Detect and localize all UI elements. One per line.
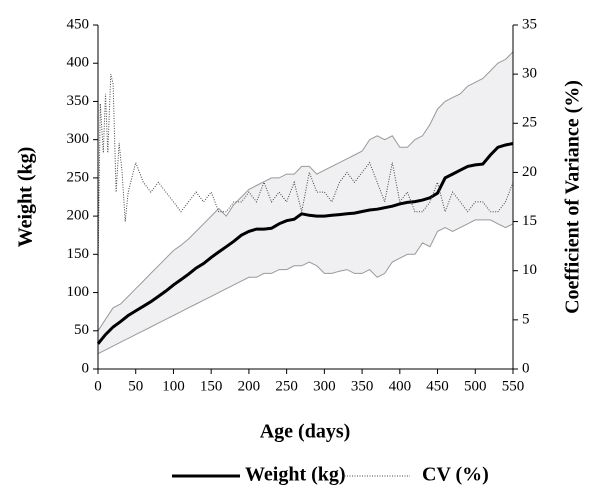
y2-tick-label: 0 bbox=[522, 360, 530, 376]
x-axis-label: Age (days) bbox=[260, 421, 351, 443]
x-tick-label: 50 bbox=[128, 378, 143, 394]
y2-axis-label: Coefficient of Variance (%) bbox=[562, 80, 584, 314]
x-tick-label: 400 bbox=[389, 378, 412, 394]
x-tick-label: 0 bbox=[94, 378, 102, 394]
y2-tick-label: 5 bbox=[522, 311, 530, 327]
y-tick-label: 150 bbox=[67, 246, 90, 262]
y-tick-label: 400 bbox=[67, 55, 90, 71]
x-tick-label: 150 bbox=[200, 378, 223, 394]
y-tick-label: 100 bbox=[67, 284, 90, 300]
y-tick-label: 250 bbox=[67, 169, 90, 185]
x-tick-label: 250 bbox=[275, 378, 298, 394]
x-tick-label: 450 bbox=[426, 378, 449, 394]
data-line bbox=[96, 142, 514, 345]
y-tick-label: 0 bbox=[82, 360, 90, 376]
x-tick-label: 350 bbox=[351, 378, 374, 394]
y-tick-label: 350 bbox=[67, 93, 90, 109]
y-tick-label: 50 bbox=[74, 322, 89, 338]
y-tick-label: 200 bbox=[67, 208, 90, 224]
legend-label: CV (%) bbox=[422, 464, 489, 486]
band-edge bbox=[97, 219, 514, 355]
y-tick-label: 300 bbox=[67, 131, 90, 147]
y2-tick-label: 30 bbox=[522, 66, 537, 82]
band-edge bbox=[97, 51, 514, 332]
y2-tick-label: 25 bbox=[522, 115, 537, 131]
y2-tick-label: 10 bbox=[522, 262, 537, 278]
range-band bbox=[98, 51, 513, 354]
y-tick-label: 450 bbox=[67, 16, 90, 32]
y-axis-label: Weight (kg) bbox=[15, 147, 37, 248]
x-tick-label: 300 bbox=[313, 378, 336, 394]
y2-tick-label: 15 bbox=[522, 213, 537, 229]
y2-tick-label: 20 bbox=[522, 164, 537, 180]
legend-label: Weight (kg) bbox=[245, 464, 346, 486]
x-tick-label: 100 bbox=[162, 378, 185, 394]
x-tick-label: 550 bbox=[502, 378, 525, 394]
x-tick-label: 200 bbox=[238, 378, 261, 394]
y2-tick-label: 35 bbox=[522, 16, 537, 32]
x-tick-label: 500 bbox=[464, 378, 487, 394]
